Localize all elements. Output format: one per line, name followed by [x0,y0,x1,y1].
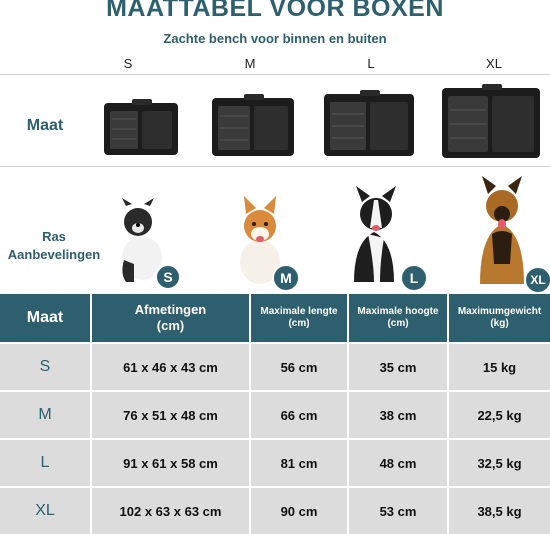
german-shepherd-image [480,176,524,284]
crate-xl-image [442,84,540,158]
header-hoogte: Maximale hoogte (cm) [349,294,447,342]
crate-s-image [104,99,178,155]
table-cell-gewicht: 22,5 kg [449,392,550,438]
size-badge-m: M [272,264,300,292]
table-cell-hoogte: 38 cm [349,392,447,438]
page-title: MAATTABEL VOOR BOXEN [106,0,444,22]
header-gewicht-line1: Maximumgewicht [457,305,542,317]
header-lengte-line1: Maximale lengte [260,305,338,317]
table-cell-lengte: 56 cm [251,344,347,390]
size-heading-s: S [123,56,133,71]
header-maat-text: Maat [26,309,64,326]
table-cell-maat: M [0,392,90,438]
table-cell-hoogte: 35 cm [349,344,447,390]
crate-m-image [212,94,294,156]
table-cell-maat: XL [0,488,90,534]
table-cell-afmetingen: 102 x 63 x 63 cm [92,488,249,534]
header-lengte: Maximale lengte (cm) [251,294,347,342]
size-heading-m: M [244,56,256,71]
size-badge-l: L [400,264,428,292]
table-cell-lengte: 66 cm [251,392,347,438]
size-table: Maat Afmetingen (cm) Maximale lengte (cm… [0,294,550,534]
size-badge-s: S [155,264,181,290]
header-afmetingen: Afmetingen (cm) [92,294,249,342]
size-heading-xl: XL [486,56,502,71]
header-afmetingen-line2: (cm) [156,318,185,333]
header-gewicht: Maximumgewicht (kg) [449,294,550,342]
table-cell-hoogte: 48 cm [349,440,447,486]
french-bulldog-image [122,198,162,282]
table-cell-afmetingen: 61 x 46 x 43 cm [92,344,249,390]
header-lengte-line2: (cm) [288,318,310,329]
table-cell-gewicht: 38,5 kg [449,488,550,534]
table-cell-maat: S [0,344,90,390]
border-collie-image [354,186,396,282]
ras-row-label: Ras Aanbevelingen [0,228,108,264]
ras-label-line1: Ras [42,229,66,244]
header-maat: Maat [0,294,90,342]
divider-middle [0,166,550,167]
header-hoogte-line1: Maximale hoogte [357,305,439,317]
table-cell-lengte: 81 cm [251,440,347,486]
table-cell-afmetingen: 76 x 51 x 48 cm [92,392,249,438]
table-cell-hoogte: 53 cm [349,488,447,534]
page-subtitle: Zachte bench voor binnen en buiten [163,31,387,46]
table-cell-gewicht: 32,5 kg [449,440,550,486]
crate-l-image [324,90,414,156]
size-badge-xl: XL [524,266,550,294]
corgi-image [240,196,280,284]
size-heading-l: L [367,56,375,71]
maat-row-label: Maat [26,117,64,134]
ras-label-line2: Aanbevelingen [7,247,101,262]
header-afmetingen-line1: Afmetingen [134,301,207,317]
header-gewicht-line2: (kg) [490,318,509,329]
table-cell-lengte: 90 cm [251,488,347,534]
table-cell-afmetingen: 91 x 61 x 58 cm [92,440,249,486]
table-cell-gewicht: 15 kg [449,344,550,390]
divider-top [0,74,550,75]
header-hoogte-line2: (cm) [387,318,409,329]
table-cell-maat: L [0,440,90,486]
